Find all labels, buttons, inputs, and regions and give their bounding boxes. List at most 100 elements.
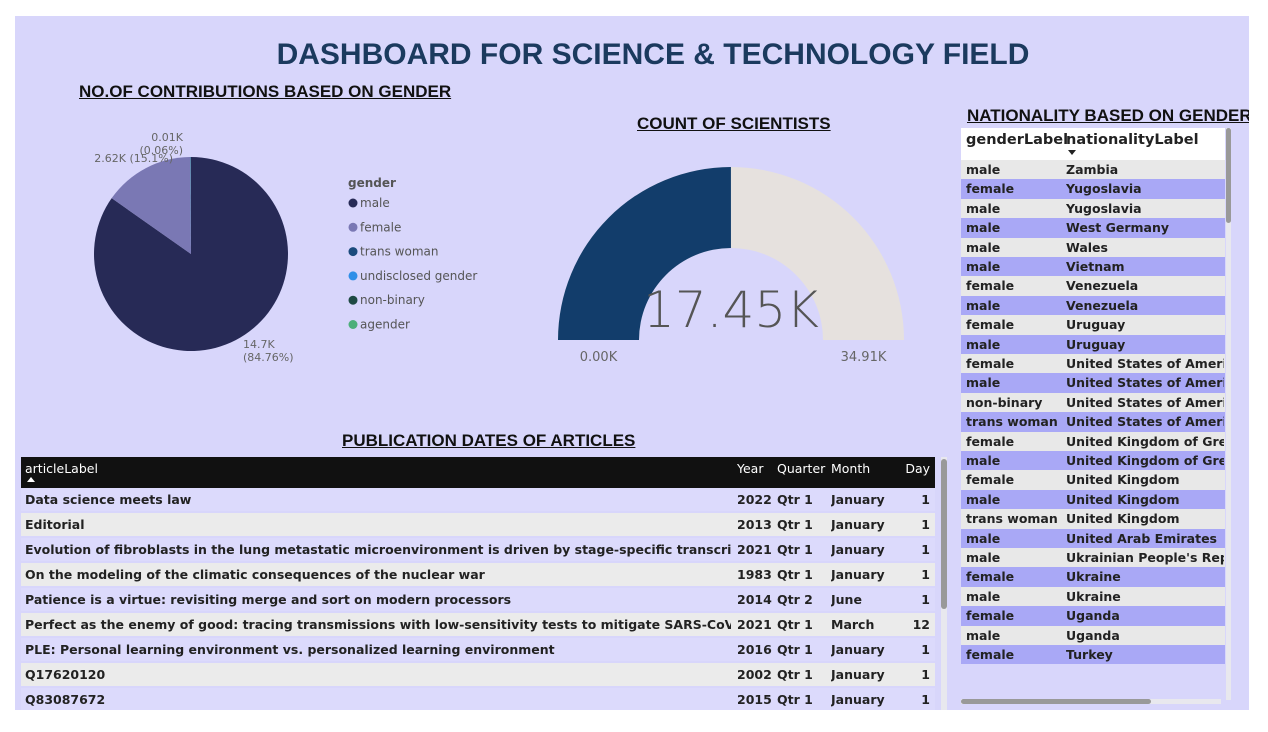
table-cell: January (831, 692, 885, 707)
table-row: male West Germany (961, 218, 1225, 238)
legend-title: gender (348, 176, 396, 190)
table-cell: United Kingdom of Great Britain and Irel… (1066, 433, 1224, 449)
table-row: female Uganda (961, 606, 1225, 626)
scrollbar (941, 457, 947, 710)
legend-label: undisclosed gender (360, 269, 477, 283)
table-cell: Qtr 1 (777, 542, 813, 557)
table-row: female United Kingdom (961, 470, 1225, 490)
table-cell: male (966, 297, 1001, 313)
table-row: female Ukraine (961, 567, 1225, 587)
table-cell: female (966, 181, 1015, 197)
table-cell: Qtr 1 (777, 692, 813, 707)
table-cell: United Kingdom (1066, 491, 1180, 507)
table-row: male United Kingdom (961, 489, 1225, 510)
table-row: female United Kingdom of Great Britain an… (961, 431, 1225, 451)
table-cell: Q17620120 (25, 667, 106, 682)
table-header: genderLabel nationalityLabel (961, 128, 1225, 160)
table-cell: 2002 (737, 667, 772, 682)
column-header[interactable]: Day (905, 461, 930, 476)
table-cell: Uruguay (1066, 317, 1126, 333)
table-cell: Qtr 1 (777, 492, 813, 507)
legend-label: non-binary (360, 293, 425, 307)
pie-slice (190, 157, 191, 254)
table-cell: male (966, 239, 1001, 255)
table-row: male Uganda (961, 625, 1225, 645)
column-header[interactable]: nationalityLabel (1066, 132, 1199, 148)
table-cell: Qtr 1 (777, 667, 813, 682)
table-cell: Perfect as the enemy of good: tracing tr… (25, 617, 731, 632)
table-row: male United States of America (961, 373, 1225, 393)
table-cell: January (831, 517, 885, 532)
table-cell: United Kingdom of Great Britain and Irel… (1066, 453, 1224, 468)
table-row: non-binary United States of America (961, 392, 1225, 413)
table-cell: January (831, 492, 885, 507)
legend-label: agender (360, 318, 410, 332)
table-row: male Yugoslavia (961, 198, 1225, 219)
legend-label: female (360, 220, 401, 234)
table-cell: 1 (921, 567, 930, 582)
table-cell: 2016 (737, 642, 772, 657)
chart-title: NO.OF CONTRIBUTIONS BASED ON GENDER (79, 82, 452, 101)
table-cell: 2014 (737, 592, 772, 607)
table-cell: male (966, 220, 1001, 236)
table-cell: 2013 (737, 517, 772, 532)
table-row: Patience is a virtue: revisiting merge a… (21, 588, 935, 611)
table-cell: Yugoslavia (1066, 200, 1142, 216)
table-cell: female (966, 472, 1015, 488)
table-cell: male (966, 259, 1001, 274)
table-row: female United States of America (961, 354, 1225, 374)
column-header[interactable]: Month (831, 461, 871, 476)
column-header[interactable]: Quarter (777, 461, 826, 476)
dashboard-title: DASHBOARD FOR SCIENCE & TECHNOLOGY FIELD (276, 38, 1030, 71)
legend-marker (348, 320, 358, 329)
table-cell: Turkey (1066, 647, 1113, 662)
table-cell: Qtr 1 (777, 642, 813, 657)
table-row: Editorial 2013 Qtr 1 January 1 (21, 513, 935, 536)
legend-label: trans woman (360, 245, 438, 259)
table-cell: Uganda (1066, 627, 1120, 643)
table-cell: male (966, 336, 1001, 352)
table-cell: female (966, 569, 1015, 585)
column-header[interactable]: articleLabel (25, 461, 98, 476)
table-cell: March (831, 617, 875, 632)
table-cell: PLE: Personal learning environment vs. p… (25, 642, 555, 657)
table-cell: Editorial (25, 517, 85, 532)
dashboard: DASHBOARD FOR SCIENCE & TECHNOLOGY FIELD… (15, 16, 1249, 710)
table-cell: Wales (1066, 239, 1108, 255)
table-row: male Ukrainian People's Republic (961, 548, 1225, 568)
table-cell: United States of America (1066, 375, 1224, 391)
nationality-table: genderLabel nationalityLabel male Zambia fem… (961, 128, 1225, 710)
table-cell: January (831, 642, 885, 657)
column-header[interactable]: Year (737, 461, 764, 476)
data-label: 14.7K (84.76%) (243, 338, 294, 364)
table-cell: 1983 (737, 567, 772, 582)
table-cell: 1 (921, 642, 930, 657)
table-cell: non-binary (966, 394, 1043, 410)
table-cell: 12 (912, 617, 930, 632)
table-row: Q83087672 2015 Qtr 1 January 1 (21, 688, 935, 710)
table-cell: United Kingdom (1066, 511, 1180, 527)
table-cell: United States of America (1066, 394, 1224, 410)
table-row: PLE: Personal learning environment vs. p… (21, 638, 935, 661)
table-cell: female (966, 317, 1015, 333)
table-row: Evolution of fibroblasts in the lung met… (21, 538, 935, 561)
table-cell: 1 (921, 667, 930, 682)
table-cell: male (966, 550, 1001, 565)
table-cell: Ukraine (1066, 588, 1121, 604)
table-title: NATIONALITY BASED ON GENDER (967, 106, 1249, 125)
column-header[interactable]: genderLabel (966, 132, 1069, 148)
table-cell: 1 (921, 692, 930, 707)
table-row: Data science meets law 2022 Qtr 1 January 1 (21, 488, 935, 511)
table-cell: female (966, 356, 1015, 371)
pie-slice (111, 157, 191, 254)
table-cell: United Kingdom (1066, 472, 1180, 488)
table-row: male Zambia (961, 160, 1225, 180)
articles-table: articleLabel Year Quarter Month Day Data scie… (21, 457, 935, 710)
table-cell: 1 (921, 542, 930, 557)
table-row: male United Kingdom of Great Britain and … (961, 451, 1225, 471)
table-cell: Q83087672 (25, 692, 106, 707)
table-cell: male (966, 162, 1001, 177)
table-cell: trans woman (966, 414, 1058, 430)
table-title: PUBLICATION DATES OF ARTICLES (342, 431, 636, 450)
table-cell: male (966, 491, 1001, 507)
